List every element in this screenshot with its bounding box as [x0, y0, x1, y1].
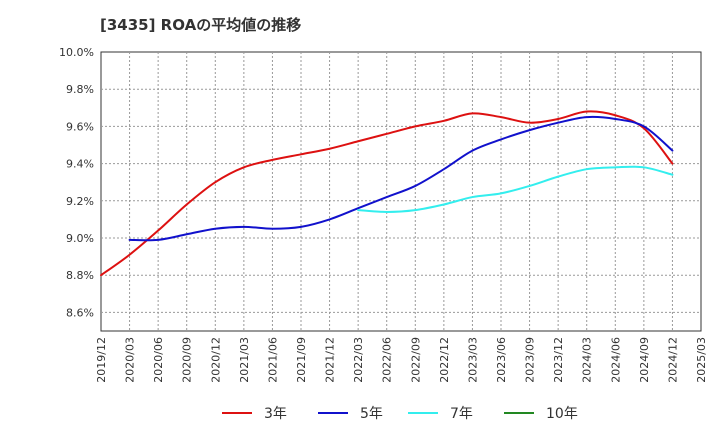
- plot-frame: [100, 51, 702, 332]
- x-tick-label: 2021/12: [324, 337, 337, 383]
- y-tick-label: 9.6%: [66, 120, 94, 133]
- y-tick-label: 8.8%: [66, 269, 94, 282]
- x-tick-label: 2024/06: [609, 337, 622, 383]
- x-tick-label: 2024/03: [581, 337, 594, 383]
- y-tick-label: 8.6%: [66, 306, 94, 319]
- y-tick-label: 9.8%: [66, 83, 94, 96]
- legend-label: 3年: [264, 406, 287, 422]
- x-tick-label: 2020/03: [124, 337, 137, 383]
- x-tick-label: 2024/09: [638, 337, 651, 383]
- y-tick-label: 9.2%: [66, 195, 94, 208]
- x-tick-label: 2023/03: [466, 337, 479, 383]
- legend: 3年 5年 7年 10年: [222, 406, 578, 422]
- x-tick-label: 2024/12: [666, 337, 679, 383]
- legend-label: 10年: [546, 406, 578, 422]
- x-tick-label: 2023/12: [552, 337, 565, 383]
- legend-label: 7年: [450, 406, 473, 422]
- x-tick-label: 2022/09: [409, 337, 422, 383]
- x-tick-label: 2020/09: [181, 337, 194, 383]
- x-tick-label: 2021/03: [238, 337, 251, 383]
- x-tick-label: 2022/12: [438, 337, 451, 383]
- x-tick-label: 2021/09: [295, 337, 308, 383]
- y-axis-tick-labels: 8.6% 8.8% 9.0% 9.2% 9.4% 9.6% 9.8% 10.0%: [59, 46, 94, 319]
- x-tick-label: 2022/06: [381, 337, 394, 383]
- series-line: [357, 165, 674, 213]
- x-tick-label: 2019/12: [95, 337, 108, 383]
- y-tick-label: 10.0%: [59, 46, 94, 59]
- x-tick-label: 2023/09: [524, 337, 537, 383]
- x-tick-label: 2020/06: [152, 337, 165, 383]
- chart-title: [3435] ROAの平均値の推移: [100, 16, 302, 34]
- series-line: [100, 110, 674, 277]
- series-lines: [100, 110, 674, 277]
- x-tick-label: 2025/03: [695, 337, 708, 383]
- legend-label: 5年: [360, 406, 383, 422]
- y-tick-label: 9.4%: [66, 158, 94, 171]
- y-tick-label: 9.0%: [66, 232, 94, 245]
- x-tick-label: 2021/06: [266, 337, 279, 383]
- x-tick-label: 2022/03: [352, 337, 365, 383]
- series-line: [128, 115, 674, 242]
- x-tick-label: 2023/06: [495, 337, 508, 383]
- x-axis-tick-labels: 2019/12 2020/03 2020/06 2020/09 2020/12 2021/…: [95, 337, 708, 383]
- x-tick-label: 2020/12: [209, 337, 222, 383]
- grid: [100, 51, 702, 332]
